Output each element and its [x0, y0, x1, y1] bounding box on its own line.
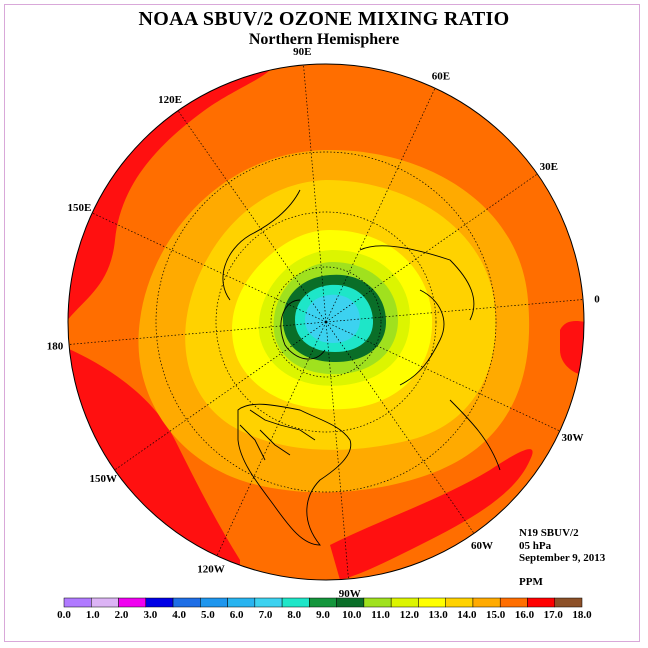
longitude-label: 0 [594, 293, 600, 305]
longitude-label: 120E [158, 94, 182, 106]
colorbar-tick-label: 10.0 [342, 609, 362, 621]
colorbar-swatch [281, 597, 310, 608]
date-label: September 9, 2013 [519, 552, 606, 564]
longitude-label: 90W [339, 588, 361, 600]
colorbar-swatch [527, 597, 555, 608]
units-label: PPM [519, 576, 543, 588]
colorbar-tick-label: 15.0 [486, 609, 506, 621]
graticule [155, 151, 497, 493]
colorbar-tick-label: 3.0 [143, 609, 157, 621]
ozone-band-7 [305, 294, 360, 343]
meridians [68, 64, 584, 580]
colorbar-tick-label: 17.0 [544, 609, 564, 621]
colorbar: 0.0 1.0 2.0 3.0 4.0 5.0 6.0 7.0 8.0 9.0 10.0 11.0 12… [57, 597, 592, 621]
longitude-label: 60W [471, 540, 493, 552]
longitude-label: 120W [197, 564, 225, 576]
colorbar-tick-label: 18.0 [572, 609, 592, 621]
colorbar-tick-label: 9.0 [316, 609, 330, 621]
longitude-label: 180 [47, 341, 64, 353]
colorbar-tick-label: 8.0 [287, 609, 301, 621]
colorbar-swatch [118, 597, 147, 608]
colorbar-tick-label: 11.0 [371, 609, 390, 621]
figure-title: NOAA SBUV/2 OZONE MIXING RATIO [138, 8, 510, 30]
colorbar-tick-label: 14.0 [457, 609, 477, 621]
colorbar-swatch [200, 597, 228, 608]
ozone-high-lobe-east [560, 321, 584, 375]
colorbar-swatch [445, 597, 474, 608]
colorbar-tick-label: 4.0 [172, 609, 186, 621]
instrument-label: N19 SBUV/2 [519, 527, 579, 539]
colorbar-swatch [309, 597, 337, 608]
meridian-line [303, 64, 327, 323]
colorbar-tick-label: 2.0 [115, 609, 129, 621]
longitude-label: 150E [68, 202, 92, 214]
colorbar-swatch [254, 597, 283, 608]
longitude-label: 30W [562, 432, 584, 444]
meridian-line [325, 321, 560, 432]
figure-frame [4, 4, 640, 642]
colorbar-swatch [172, 597, 201, 608]
meridian-line [325, 321, 349, 580]
meridian-line [216, 321, 327, 556]
colorbar-swatch [472, 597, 501, 608]
colorbar-swatch [336, 597, 365, 608]
colorbar-tick-label: 13.0 [428, 609, 448, 621]
colorbar-tick-label: 16.0 [515, 609, 535, 621]
ozone-field [68, 64, 584, 580]
pressure-level-label: 05 hPa [519, 540, 552, 552]
longitude-label: 90E [293, 46, 311, 58]
ozone-high-lobe-southeast [330, 449, 533, 580]
colorbar-tick-label: 6.0 [230, 609, 244, 621]
colorbar-swatch [363, 597, 392, 608]
colorbar-swatch [499, 597, 528, 608]
map-boundary [67, 63, 585, 581]
colorbar-tick-label: 1.0 [86, 609, 100, 621]
longitude-label: 30E [540, 161, 558, 173]
meridian-line [325, 88, 436, 323]
colorbar-swatch [554, 597, 583, 608]
colorbar-swatch [91, 597, 119, 608]
colorbar-swatch [418, 597, 446, 608]
meridian-line [92, 212, 327, 323]
meridian-line [325, 299, 584, 323]
meridian-line [114, 321, 327, 471]
meridian-line [68, 321, 327, 345]
colorbar-tick-label: 7.0 [259, 609, 273, 621]
colorbar-swatch [227, 597, 256, 608]
colorbar-tick-label: 0.0 [57, 609, 71, 621]
colorbar-tick-label: 5.0 [201, 609, 215, 621]
colorbar-swatch [390, 597, 419, 608]
longitude-label: 60E [432, 70, 450, 82]
meridian-line [177, 110, 327, 323]
figure-subtitle: Northern Hemisphere [248, 31, 400, 48]
meridian-line [325, 173, 538, 323]
colorbar-swatch [63, 597, 92, 608]
meridian-line [325, 321, 475, 534]
longitude-labels: 90E 60E 30E 0 30W 60W 90W 120W 150W 180 150E 120E [47, 46, 600, 600]
colorbar-tick-label: 12.0 [400, 609, 420, 621]
colorbar-swatch [145, 597, 174, 608]
longitude-label: 150W [89, 473, 117, 485]
